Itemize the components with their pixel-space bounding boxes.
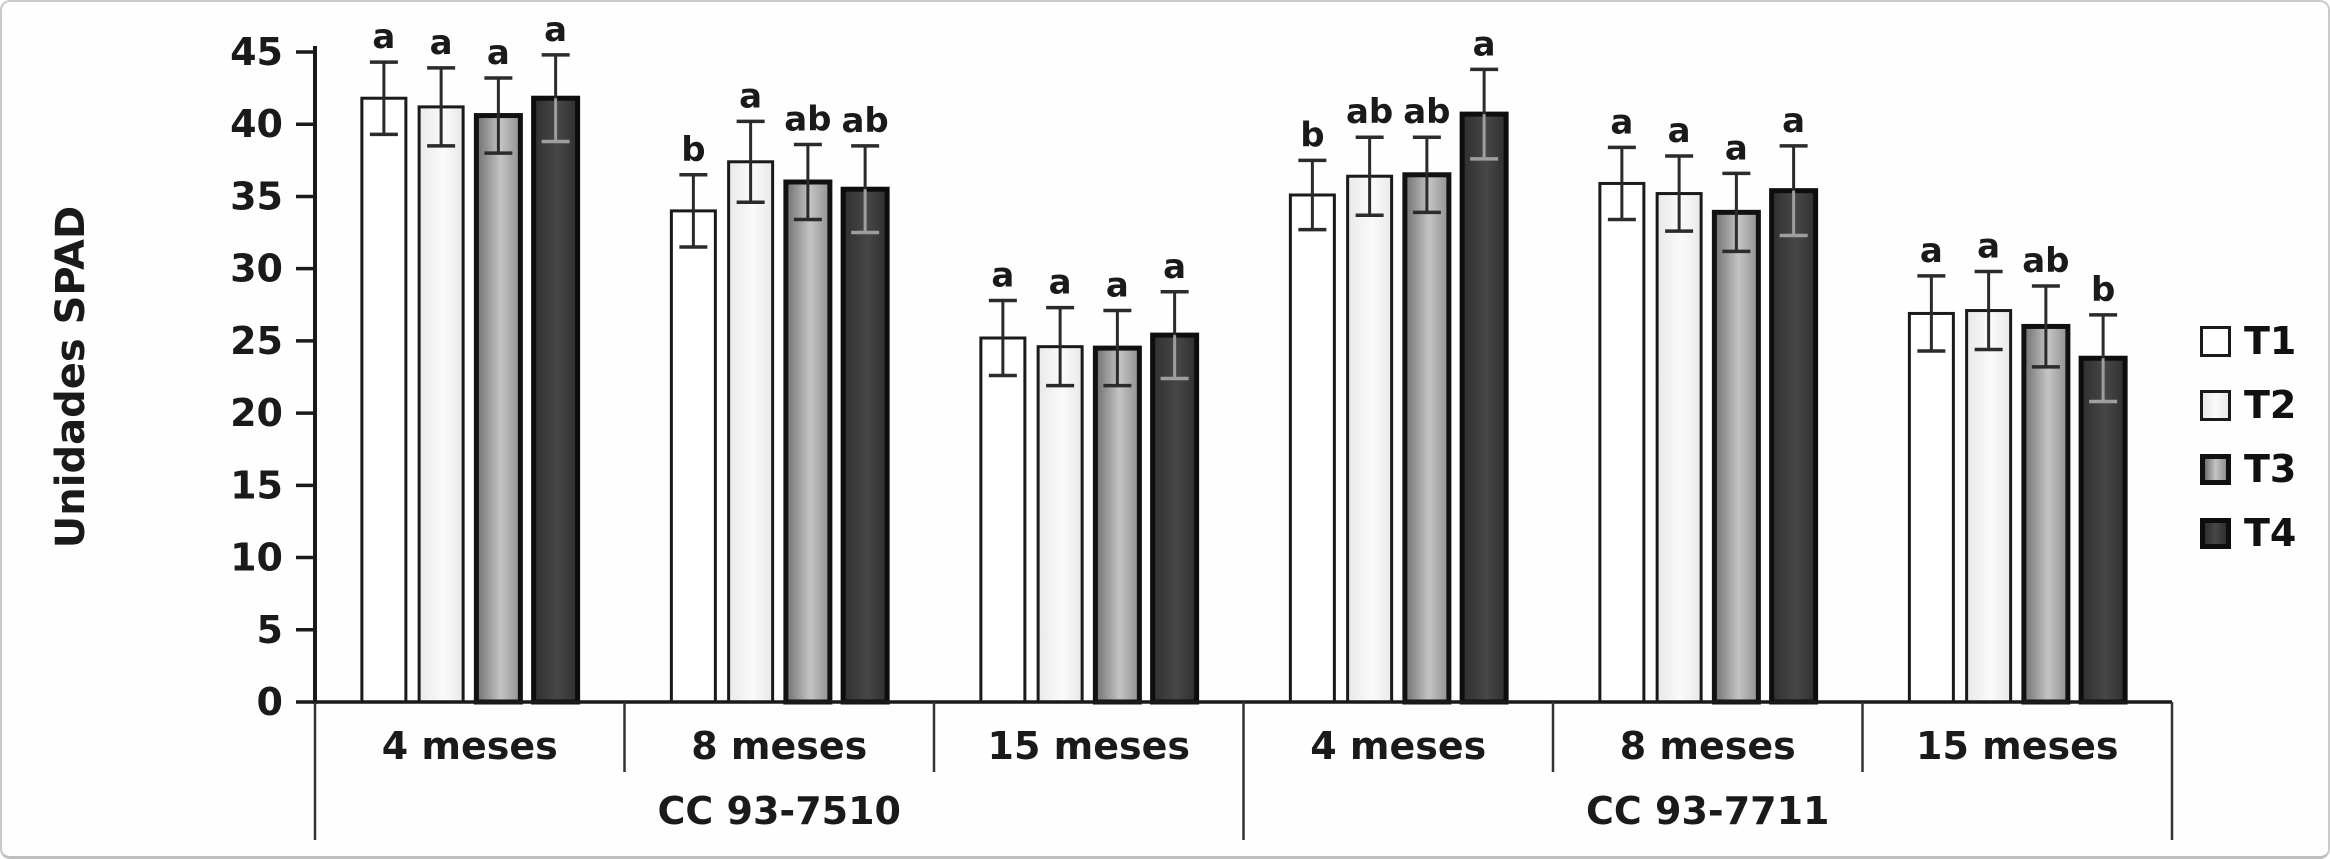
legend-label-t2: T2 <box>2244 383 2297 427</box>
bar-t4-group5 <box>1769 188 1819 705</box>
bar-t4-group2 <box>840 186 890 705</box>
significance-letter: a <box>487 33 510 73</box>
bar-t3-group6 <box>2021 323 2071 705</box>
month-label: 8 meses <box>1620 724 1796 768</box>
bar-t4-group1 <box>531 95 581 705</box>
significance-letter: ab <box>784 99 831 139</box>
legend-item-t1: T1 <box>2200 322 2296 360</box>
y-tick-label: 35 <box>230 174 283 218</box>
legend-swatch-t2-icon <box>2200 389 2231 421</box>
significance-letter: a <box>1163 247 1186 287</box>
significance-letter: a <box>1920 231 1943 271</box>
significance-letter: ab <box>1346 92 1393 132</box>
legend-swatch-t4-icon <box>2200 517 2231 549</box>
y-tick-label: 0 <box>257 680 283 724</box>
cultivar-label: CC 93-7711 <box>1586 789 1829 833</box>
bar-t2-group2 <box>727 160 775 704</box>
legend-swatch-t1-icon <box>2200 325 2231 357</box>
bar-t1-group5 <box>1598 181 1646 704</box>
month-label: 8 meses <box>691 724 867 768</box>
significance-letter: a <box>430 23 453 63</box>
y-tick-label: 40 <box>230 102 283 146</box>
bar-t1-group1 <box>360 96 408 704</box>
bar-t4-group3 <box>1150 332 1200 705</box>
bar-t1-group3 <box>979 336 1027 704</box>
significance-letter: a <box>739 76 762 116</box>
significance-letter: ab <box>841 101 888 141</box>
significance-letter: a <box>544 10 567 50</box>
bar-t3-group5 <box>1711 209 1761 705</box>
significance-letter: a <box>1725 128 1748 168</box>
bar-t2-group5 <box>1655 192 1703 704</box>
significance-letter: ab <box>1403 92 1450 132</box>
legend-label-t1: T1 <box>2244 319 2297 363</box>
significance-letter: a <box>1473 24 1496 64</box>
bar-t1-group2 <box>669 209 717 704</box>
month-label: 15 meses <box>988 724 1191 768</box>
significance-letter: ab <box>2022 241 2069 281</box>
y-tick-label: 15 <box>230 463 283 507</box>
bar-t3-group2 <box>783 179 833 705</box>
y-axis-title: Unidades SPAD <box>48 206 94 548</box>
cultivar-label: CC 93-7510 <box>658 789 901 833</box>
significance-letter: b <box>2091 270 2115 310</box>
y-tick-label: 10 <box>230 536 283 580</box>
month-label: 4 meses <box>382 724 558 768</box>
y-tick-label: 5 <box>257 608 283 652</box>
significance-letter: a <box>1668 111 1691 151</box>
bar-t3-group3 <box>1092 345 1142 705</box>
significance-letter: b <box>1300 115 1324 155</box>
legend: T1 T2 T3 T4 <box>2200 322 2296 552</box>
legend-item-t2: T2 <box>2200 386 2296 424</box>
legend-swatch-t3-icon <box>2200 453 2231 485</box>
significance-letter: a <box>1049 263 1072 303</box>
significance-letter: b <box>681 130 705 170</box>
legend-label-t3: T3 <box>2244 447 2297 491</box>
bar-t1-group4 <box>1288 193 1336 704</box>
legend-item-t3: T3 <box>2200 450 2296 488</box>
bar-t2-group6 <box>1965 309 2013 704</box>
bar-t2-group4 <box>1346 174 1394 704</box>
significance-letter: a <box>372 17 395 57</box>
bar-t2-group3 <box>1036 345 1084 704</box>
legend-item-t4: T4 <box>2200 514 2296 552</box>
month-label: 15 meses <box>1916 724 2119 768</box>
legend-label-t4: T4 <box>2244 511 2297 555</box>
bar-t3-group4 <box>1402 172 1452 705</box>
bar-t4-group6 <box>2078 355 2128 705</box>
y-tick-label: 25 <box>230 319 283 363</box>
significance-letter: a <box>1610 102 1633 142</box>
bar-t2-group1 <box>417 105 465 704</box>
y-tick-label: 20 <box>230 391 283 435</box>
significance-letter: a <box>1106 266 1129 306</box>
bar-t1-group6 <box>1907 311 1955 704</box>
significance-letter: a <box>1977 227 2000 267</box>
bar-t3-group1 <box>473 113 523 705</box>
y-tick-label: 30 <box>230 247 283 291</box>
significance-letter: a <box>1782 101 1805 141</box>
significance-letter: a <box>991 255 1014 295</box>
y-tick-label: 45 <box>230 30 283 74</box>
month-label: 4 meses <box>1310 724 1486 768</box>
bar-t4-group4 <box>1459 111 1509 705</box>
